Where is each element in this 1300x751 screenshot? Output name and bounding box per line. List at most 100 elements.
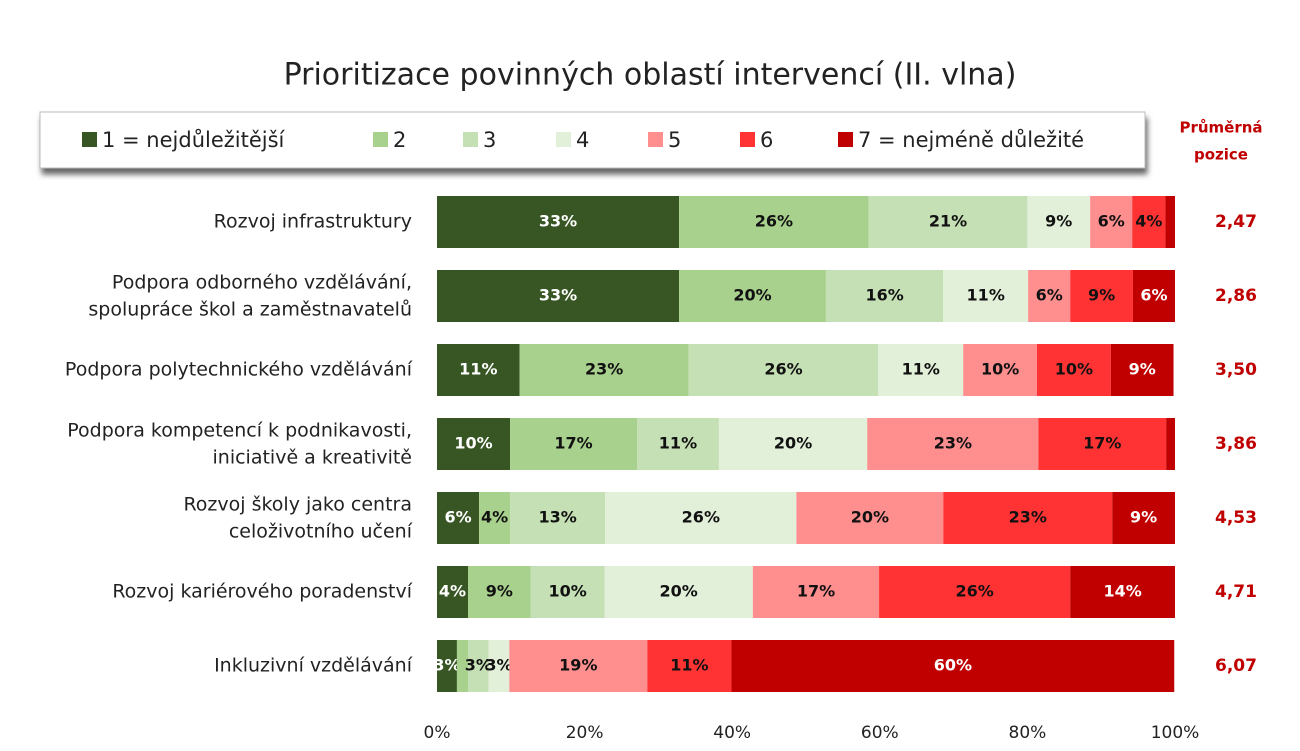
bar-segment — [1166, 418, 1175, 470]
legend-label: 1 = nejdůležitější — [102, 128, 286, 152]
bar-segment — [688, 344, 879, 396]
bar-value-label: 9% — [1045, 212, 1072, 231]
bar-segment — [1070, 566, 1175, 618]
legend-swatch — [838, 132, 853, 147]
bar-value-label: 10% — [548, 582, 586, 601]
bar-value-label: 20% — [774, 434, 812, 453]
bar-segment — [878, 344, 964, 396]
bar-value-label: 14% — [1103, 582, 1141, 601]
bar-value-label: 33% — [539, 286, 577, 305]
bar-segment — [1036, 344, 1111, 396]
bar-segment — [1090, 196, 1133, 248]
legend-label: 4 — [576, 128, 589, 152]
bar-value-label: 26% — [955, 582, 993, 601]
x-tick-label: 80% — [1009, 723, 1047, 743]
bar-segment — [943, 492, 1113, 544]
bar-segment — [488, 640, 510, 692]
y-tick-label: Podpora odborného vzdělávání, spolupráce … — [88, 271, 412, 320]
average-value: 4,53 — [1215, 508, 1257, 528]
bar-value-label: 26% — [682, 508, 720, 527]
y-tick-label: Inkluzivní vzdělávání — [214, 655, 413, 677]
bar-value-label: 9% — [1129, 360, 1156, 379]
legend-box — [39, 111, 1146, 169]
legend-swatch — [463, 132, 478, 147]
bar-value-label: 26% — [755, 212, 793, 231]
x-tick-label: 0% — [424, 723, 451, 743]
y-tick-label: Rozvoj kariérového poradenství — [112, 581, 412, 603]
bar-segment — [479, 492, 511, 544]
bar-segment — [510, 418, 637, 470]
bar-value-label: 11% — [459, 360, 497, 379]
bar-segment — [867, 418, 1039, 470]
bar-value-label: 33% — [539, 212, 577, 231]
average-value: 6,07 — [1215, 656, 1257, 676]
bar-segment — [437, 566, 468, 618]
legend-label: 3 — [483, 128, 496, 152]
bar-segment — [467, 566, 531, 618]
bar-value-label: 11% — [659, 434, 697, 453]
average-value: 3,50 — [1215, 360, 1257, 380]
bar-segment — [437, 344, 520, 396]
bar-value-label: 9% — [1088, 286, 1115, 305]
legend-swatch — [373, 132, 388, 147]
bar-segment — [647, 640, 732, 692]
bar-segment — [1165, 196, 1175, 248]
bar-value-label: 6% — [444, 508, 471, 527]
x-tick-label: 100% — [1151, 723, 1200, 743]
average-value: 3,86 — [1215, 434, 1257, 454]
bar-value-label: 6% — [1036, 286, 1063, 305]
bar-value-label: 6% — [1140, 286, 1167, 305]
legend-label: 2 — [393, 128, 406, 152]
bar-segment — [519, 344, 689, 396]
y-tick-label: Podpora kompetencí k podnikavosti, inicia… — [67, 419, 412, 468]
y-tick-label: Podpora polytechnického vzdělávání — [65, 359, 413, 381]
bar-value-label: 20% — [851, 508, 889, 527]
bar-segment — [636, 418, 719, 470]
bar-value-label: 4% — [481, 508, 508, 527]
bar-segment — [1038, 418, 1167, 470]
bar-value-label: 19% — [559, 656, 597, 675]
y-tick-label: Rozvoj školy jako centra celoživotního uč… — [183, 493, 412, 542]
x-tick-label: 20% — [566, 723, 604, 743]
y-tick-label: Rozvoj infrastruktury — [214, 211, 412, 233]
bar-value-label: 10% — [1055, 360, 1093, 379]
bar-segment — [679, 270, 826, 322]
bar-value-label: 9% — [486, 582, 513, 601]
bar-value-label: 60% — [934, 656, 972, 675]
average-value: 2,47 — [1215, 212, 1257, 232]
bar-segment — [605, 492, 797, 544]
bar-value-label: 3% — [465, 656, 492, 675]
legend-label: 7 = nejméně důležité — [858, 128, 1084, 152]
bar-value-label: 3% — [485, 656, 512, 675]
legend-swatch — [648, 132, 663, 147]
bar-segment — [437, 418, 511, 470]
legend-swatch — [556, 132, 571, 147]
bar-segment — [437, 492, 480, 544]
bar-value-label: 10% — [981, 360, 1019, 379]
bar-segment — [1132, 196, 1166, 248]
bar-value-label: 11% — [967, 286, 1005, 305]
bar-value-label: 13% — [539, 508, 577, 527]
bar-value-label: 17% — [1083, 434, 1121, 453]
bar-value-label: 20% — [660, 582, 698, 601]
bar-segment — [943, 270, 1029, 322]
bar-value-label: 11% — [670, 656, 708, 675]
bar-value-label: 23% — [1009, 508, 1047, 527]
bar-segment — [963, 344, 1037, 396]
bar-segment — [604, 566, 753, 618]
bar-segment — [1027, 196, 1091, 248]
bar-segment — [752, 566, 880, 618]
average-value: 2,86 — [1215, 286, 1257, 306]
bar-value-label: 10% — [454, 434, 492, 453]
bar-segment — [467, 640, 489, 692]
chart-title: Prioritizace povinných oblastí intervenc… — [284, 58, 1017, 93]
bar-segment — [437, 196, 680, 248]
bar-segment — [679, 196, 869, 248]
bar-value-label: 26% — [764, 360, 802, 379]
bar-segment — [437, 640, 457, 692]
legend-swatch — [740, 132, 755, 147]
bar-segment — [825, 270, 944, 322]
bar-segment — [868, 196, 1028, 248]
bar-segment — [796, 492, 944, 544]
bar-segment — [437, 270, 680, 322]
